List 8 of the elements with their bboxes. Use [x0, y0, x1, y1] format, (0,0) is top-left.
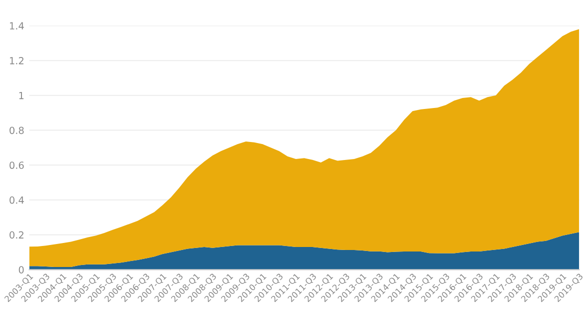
- y-tick-label: 1.2: [10, 57, 24, 64]
- y-tick-label: 0: [18, 266, 24, 274]
- y-tick-label: 0.2: [10, 231, 24, 239]
- y-tick-label: 1: [19, 92, 24, 100]
- y-tick-label: 0.4: [10, 196, 24, 204]
- y-tick-label: 0.8: [10, 126, 24, 134]
- y-tick-label: 1.4: [10, 22, 24, 30]
- y-tick-label: 0.6: [10, 162, 24, 169]
